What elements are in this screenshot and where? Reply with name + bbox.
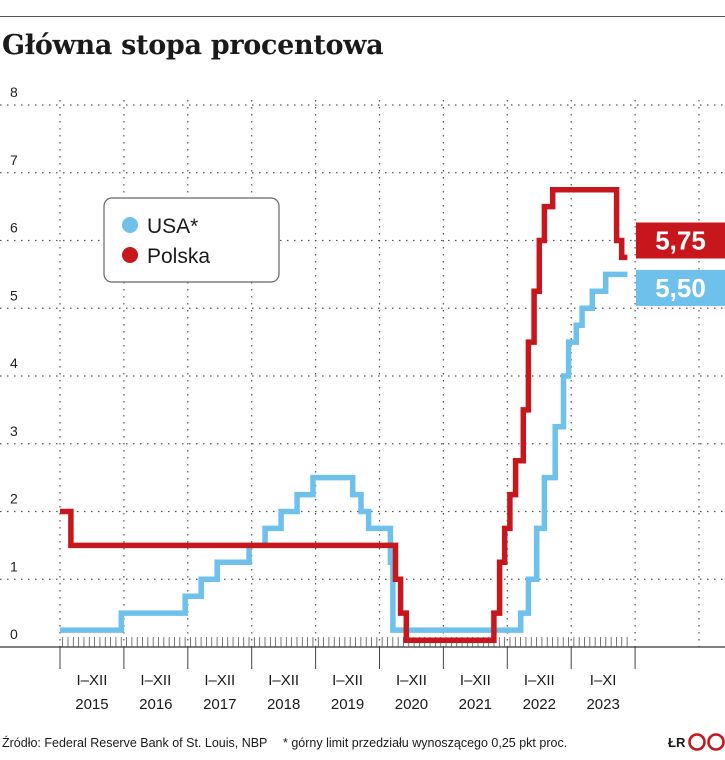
x-tick-range: I–XII xyxy=(77,672,108,689)
author-mark: ŁR xyxy=(668,734,686,750)
source-note: Źródło: Federal Reserve Bank of St. Loui… xyxy=(2,736,268,750)
series-line-usa xyxy=(60,271,628,633)
y-tick-label: 6 xyxy=(10,220,18,236)
x-tick-range: I–XII xyxy=(204,672,235,689)
series-line-polska xyxy=(60,186,628,643)
x-tick-range: I–XII xyxy=(332,672,363,689)
end-value-badge xyxy=(636,269,725,306)
y-tick-label: 3 xyxy=(10,423,18,439)
y-tick-label: 4 xyxy=(10,355,18,371)
end-value-badge xyxy=(636,222,725,259)
cp-logo-icon xyxy=(688,733,725,751)
y-tick-label: 5 xyxy=(10,287,18,303)
y-tick-label: 2 xyxy=(10,491,18,507)
credits: ŁR xyxy=(668,733,725,751)
x-tick-year: 2020 xyxy=(395,696,428,713)
top-rule xyxy=(0,16,725,17)
x-tick-year: 2018 xyxy=(267,696,300,713)
end-value-label: 5,75 xyxy=(655,226,706,256)
x-tick-year: 2017 xyxy=(203,696,236,713)
x-tick-year: 2016 xyxy=(139,696,172,713)
x-axis: I–XII 2015 I–XII 2016 I–XII 2017 I–XII 2018 I–XI… xyxy=(0,637,725,713)
chart-title: Główna stopa procentowa xyxy=(2,30,384,61)
grid xyxy=(0,100,725,647)
end-value-label: 5,50 xyxy=(655,273,706,303)
legend: USA* Polska xyxy=(103,197,280,283)
legend-swatch xyxy=(122,247,138,263)
y-tick-label: 8 xyxy=(10,84,18,100)
y-tick-label: 0 xyxy=(10,626,18,642)
x-tick-year: 2021 xyxy=(459,696,492,713)
y-axis: 0 1 2 3 4 5 6 7 8 xyxy=(10,84,18,642)
x-tick-year: 2023 xyxy=(586,696,619,713)
x-tick-range: I–XII xyxy=(524,672,555,689)
series-lines xyxy=(60,186,628,643)
x-tick-range: I–XII xyxy=(396,672,427,689)
legend-entry: Polska xyxy=(147,245,210,268)
footnote: * górny limit przedziału wynoszącego 0,2… xyxy=(283,736,568,750)
x-tick-range: I–XII xyxy=(140,672,171,689)
x-tick-year: 2019 xyxy=(331,696,364,713)
legend-swatch xyxy=(122,217,138,233)
x-tick-year: 2022 xyxy=(523,696,556,713)
y-tick-label: 1 xyxy=(10,558,18,574)
x-tick-range: I–XI xyxy=(590,672,617,689)
legend-entry: USA* xyxy=(147,215,198,238)
legend-box xyxy=(103,197,280,283)
end-labels: 5,50 5,75 xyxy=(636,222,725,306)
x-tick-range: I–XII xyxy=(268,672,299,689)
x-tick-year: 2015 xyxy=(75,696,108,713)
y-tick-label: 7 xyxy=(10,152,18,168)
x-tick-range: I–XII xyxy=(460,672,491,689)
